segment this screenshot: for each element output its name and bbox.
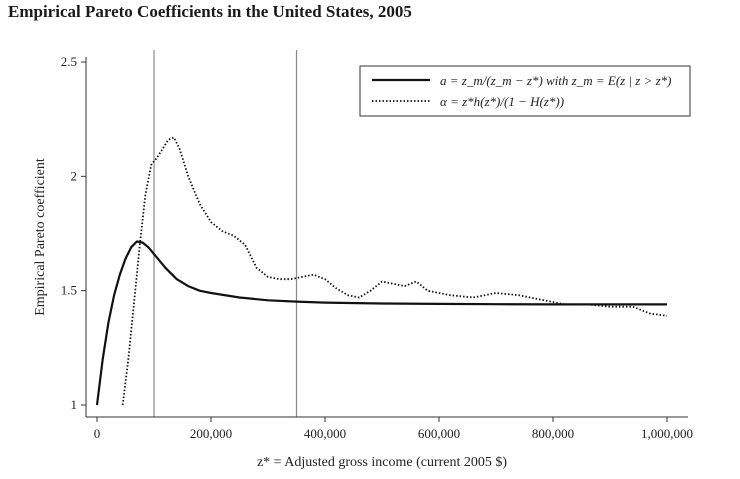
x-tick-label: 600,000 xyxy=(418,426,460,441)
y-tick-label: 2 xyxy=(71,168,78,183)
axes: 1 1.5 2 2.5 0 200,000 400,000 600,000 800,000 1,0… xyxy=(61,54,693,441)
y-tick-label: 1 xyxy=(71,397,78,412)
x-tick-label: 400,000 xyxy=(304,426,346,441)
y-axis-label: Empirical Pareto coefficient xyxy=(33,158,48,316)
legend-label-a: a = z_m/(z_m − z*) with z_m = E(z | z > … xyxy=(440,73,672,88)
y-tick-label: 2.5 xyxy=(61,54,77,69)
legend-label-alpha: α = z*h(z*)/(1 − H(z*)) xyxy=(440,94,564,109)
series-alpha-line xyxy=(121,136,668,406)
x-tick-label: 1,000,000 xyxy=(641,426,693,441)
series-group xyxy=(95,136,668,406)
y-tick-label: 1.5 xyxy=(61,283,77,298)
series-a-line xyxy=(95,240,667,406)
x-tick-label: 800,000 xyxy=(532,426,574,441)
legend: a = z_m/(z_m − z*) with z_m = E(z | z > … xyxy=(359,65,691,117)
x-tick-label: 200,000 xyxy=(190,426,232,441)
x-axis-label: z* = Adjusted gross income (current 2005… xyxy=(257,455,507,470)
chart-title: Empirical Pareto Coefficients in the Uni… xyxy=(8,2,412,21)
x-tick-label: 0 xyxy=(94,426,101,441)
legend-box xyxy=(359,65,691,117)
reference-lines xyxy=(153,50,298,417)
